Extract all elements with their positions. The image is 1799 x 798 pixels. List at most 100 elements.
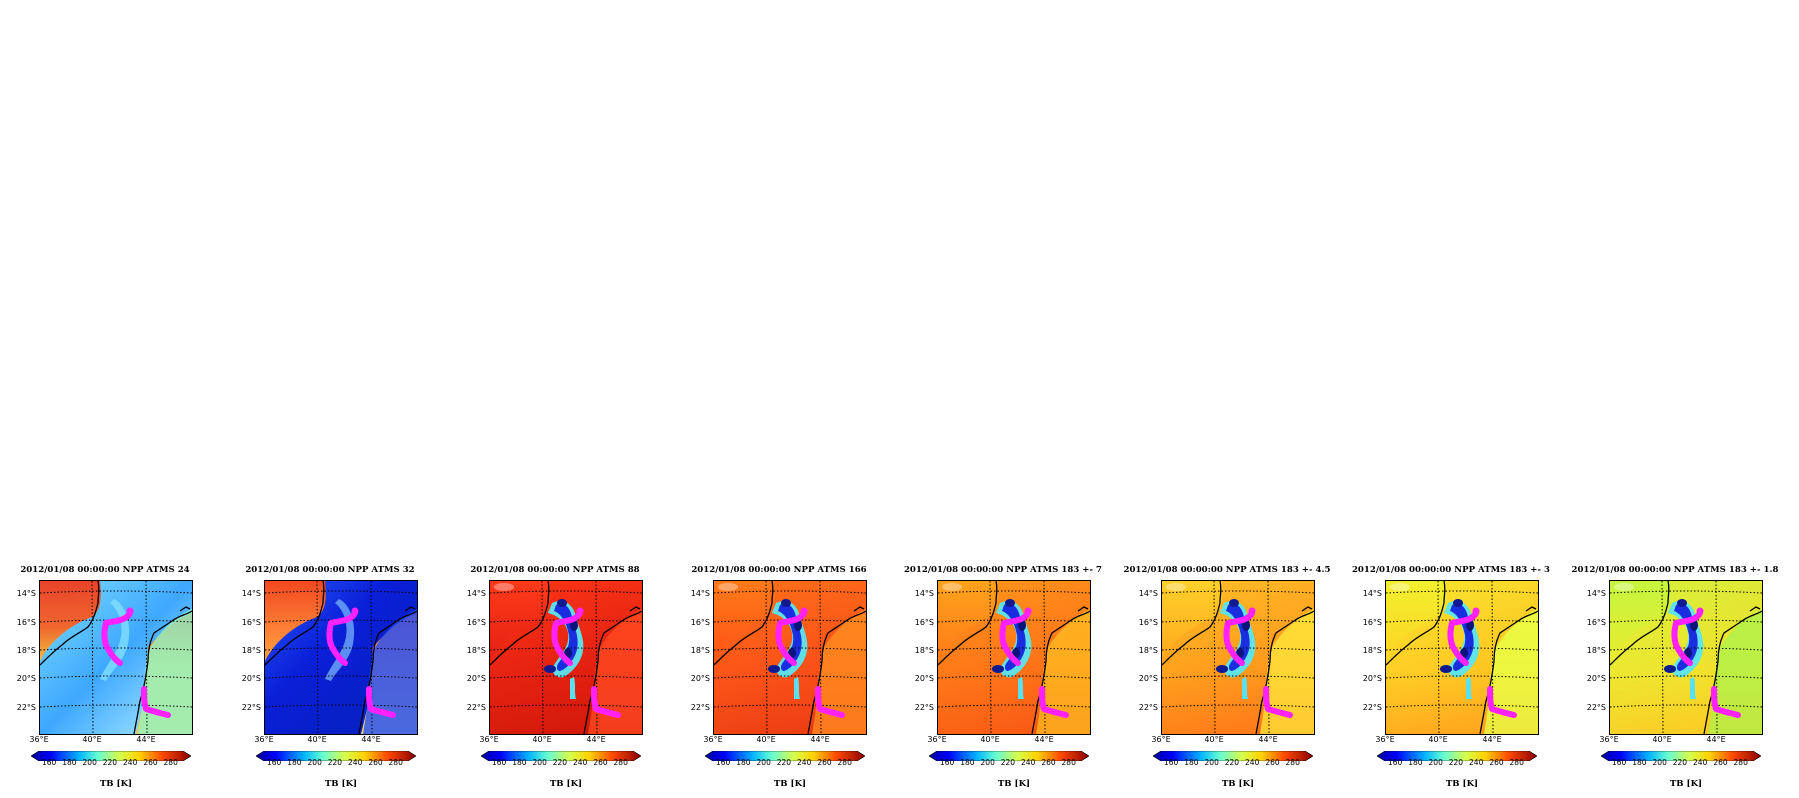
lat-tick-label: 18°S [1362, 646, 1382, 655]
madagascar-field [812, 609, 866, 734]
lat-tick-label: 16°S [1362, 618, 1382, 627]
colorbar-tick-label: 200 [1428, 758, 1443, 767]
colorbar-label: TB [K] [1669, 779, 1703, 789]
lon-tick-label: 44°E [361, 735, 381, 744]
lon-tick-label: 44°E [136, 735, 156, 744]
cyclone-track [101, 610, 171, 718]
coastline [714, 581, 866, 734]
map-panel: 2012/01/08 00:00:00 NPP ATMS 88 [450, 562, 662, 798]
lon-tick-label: 36°E [927, 735, 947, 744]
track-start-marker [1472, 607, 1480, 615]
colorbar-tick-label: 160 [41, 758, 57, 767]
colorbar-tick-label: 160 [939, 758, 955, 767]
colorbar-tick-label: 260 [1713, 758, 1728, 767]
lat-tick-label: 20°S [1362, 674, 1382, 683]
map-frame [489, 580, 643, 735]
madagascar-field [1036, 609, 1090, 734]
colorbar-tick-label: 220 [102, 758, 118, 767]
colorbar-tick-label: 180 [1184, 758, 1199, 767]
lon-tick-label: 44°E [1482, 735, 1502, 744]
colorbar-tick-label: 200 [756, 758, 771, 767]
colorbar-tick-label: 280 [388, 758, 403, 767]
colorbar-tick-label: 220 [327, 758, 343, 767]
map-panel: 2012/01/08 00:00:00 NPP ATMS 32 [225, 562, 437, 798]
lat-tick-label: 22°S [241, 703, 261, 712]
map-frame [1161, 580, 1315, 735]
colorbar-tick-label: 180 [287, 758, 302, 767]
colorbar-tick-label: 240 [123, 758, 138, 767]
lon-tick-label: 40°E [1652, 735, 1672, 744]
lat-tick-label: 18°S [690, 646, 710, 655]
lat-tick-label: 20°S [1586, 674, 1606, 683]
colorbar-tick-label: 160 [266, 758, 282, 767]
madagascar-field [1708, 609, 1762, 734]
lon-tick-label: 40°E [532, 735, 552, 744]
colorbar-tick-label: 260 [593, 758, 608, 767]
track-start-marker [800, 607, 808, 615]
map-frame [713, 580, 867, 735]
lon-tick-label: 36°E [703, 735, 723, 744]
madagascar-field [1484, 609, 1538, 734]
cyclone-track [1671, 610, 1741, 718]
track-start-marker [126, 607, 134, 615]
lon-tick-label: 44°E [810, 735, 830, 744]
lat-tick-label: 16°S [466, 618, 486, 627]
colorbar-tick-label: 240 [797, 758, 812, 767]
colorbar-label: TB [K] [773, 779, 807, 789]
lat-tick-label: 22°S [690, 703, 710, 712]
lat-tick-label: 18°S [241, 646, 261, 655]
tb-map [714, 581, 866, 734]
colorbar-label: TB [K] [1445, 779, 1479, 789]
map-frame [39, 580, 193, 735]
lon-tick-label: 36°E [254, 735, 274, 744]
colorbar-tick-label: 220 [1448, 758, 1464, 767]
tb-map [938, 581, 1090, 734]
colorbar-tick-label: 180 [512, 758, 527, 767]
map-frame [264, 580, 418, 735]
colorbar-tick-label: 160 [1387, 758, 1403, 767]
colorbar-tick-label: 220 [1672, 758, 1688, 767]
lat-tick-label: 18°S [16, 646, 36, 655]
colorbar-tick-label: 240 [1469, 758, 1484, 767]
colorbar-tick-label: 180 [62, 758, 77, 767]
lat-tick-label: 16°S [690, 618, 710, 627]
lat-tick-label: 22°S [1138, 703, 1158, 712]
lon-tick-label: 44°E [586, 735, 606, 744]
lat-tick-label: 20°S [466, 674, 486, 683]
panel-title: 2012/01/08 00:00:00 NPP ATMS 183 +- 4.5 [1123, 565, 1331, 575]
map-panel: 2012/01/08 00:00:00 NPP ATMS 183 +- 3 [1346, 562, 1558, 798]
colorbar-tick-label: 200 [980, 758, 995, 767]
colorbar-tick-label: 280 [163, 758, 178, 767]
colorbar-tick-label: 240 [1693, 758, 1708, 767]
lat-tick-label: 22°S [466, 703, 486, 712]
colorbar-tick-label: 220 [776, 758, 792, 767]
map-panel: 2012/01/08 00:00:00 NPP ATMS 24 [0, 562, 212, 798]
colorbar-tick-label: 240 [1021, 758, 1036, 767]
lon-tick-label: 40°E [307, 735, 327, 744]
panel-title: 2012/01/08 00:00:00 NPP ATMS 183 +- 1.8 [1571, 565, 1779, 575]
lat-tick-label: 14°S [241, 589, 261, 598]
colorbar-label: TB [K] [1221, 779, 1255, 789]
map-panel: 2012/01/08 00:00:00 NPP ATMS 183 +- 4.5 [1122, 562, 1334, 798]
track-start-marker [351, 607, 359, 615]
lat-tick-label: 20°S [914, 674, 934, 683]
lat-tick-label: 14°S [1362, 589, 1382, 598]
colorbar-tick-label: 280 [613, 758, 628, 767]
lon-tick-label: 40°E [756, 735, 776, 744]
lat-tick-label: 22°S [1362, 703, 1382, 712]
tb-map [490, 581, 642, 734]
cyclone-track [326, 610, 396, 718]
lon-tick-label: 36°E [1375, 735, 1395, 744]
panel-title: 2012/01/08 00:00:00 NPP ATMS 166 [691, 565, 867, 575]
cyclone-track [775, 610, 845, 718]
lon-tick-label: 44°E [1258, 735, 1278, 744]
madagascar-field [138, 609, 192, 734]
colorbar-tick-label: 260 [1041, 758, 1056, 767]
colorbar-tick-label: 220 [552, 758, 568, 767]
track-start-marker [1024, 607, 1032, 615]
colorbar-label: TB [K] [549, 779, 583, 789]
colorbar-tick-label: 200 [1204, 758, 1219, 767]
colorbar-tick-label: 260 [1265, 758, 1280, 767]
coastline [938, 581, 1090, 734]
